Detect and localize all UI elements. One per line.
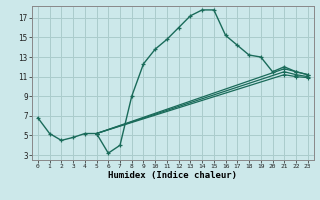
X-axis label: Humidex (Indice chaleur): Humidex (Indice chaleur) — [108, 171, 237, 180]
